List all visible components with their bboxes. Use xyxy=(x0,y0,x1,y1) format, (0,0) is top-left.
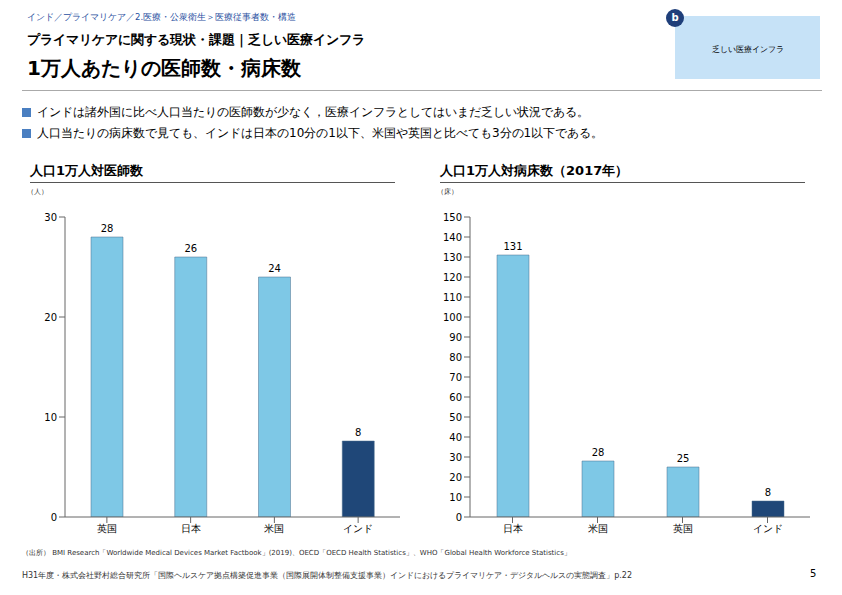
svg-text:20: 20 xyxy=(44,312,57,323)
svg-text:70: 70 xyxy=(449,372,462,383)
svg-text:30: 30 xyxy=(449,452,462,463)
html-text:人口当たりの病床数で見ても、インドは日本の10分の1以下、米: 人口当たりの病床数で見ても、インドは日本の10分の1以下、米国や英国と比べても3… xyxy=(37,126,604,140)
html-text:（出所） BMI Research「Worldwide Me: （出所） BMI Research「Worldwide Medical Devi… xyxy=(22,549,571,557)
svg-text:90: 90 xyxy=(449,332,462,343)
svg-text:60: 60 xyxy=(449,392,462,403)
html-text:人口1万人対病床数（2017年）: 人口1万人対病床数（2017年） xyxy=(440,163,629,178)
svg-text:100: 100 xyxy=(443,312,462,323)
svg-text:24: 24 xyxy=(268,263,281,274)
svg-text:25: 25 xyxy=(677,453,690,464)
svg-text:28: 28 xyxy=(592,447,605,458)
svg-text:26: 26 xyxy=(184,243,197,254)
svg-text:131: 131 xyxy=(503,241,522,252)
html-text:H31年度・株式会社野村総合研究所「国際ヘルスケア拠点構築促: H31年度・株式会社野村総合研究所「国際ヘルスケア拠点構築促進事業（国際展開体制… xyxy=(22,571,632,580)
svg-text:米国: 米国 xyxy=(264,523,284,534)
html-text:（床）: （床） xyxy=(437,188,458,196)
svg-text:40: 40 xyxy=(449,432,462,443)
svg-text:140: 140 xyxy=(443,232,462,243)
svg-text:20: 20 xyxy=(449,472,462,483)
html-text:乏しい医療インフラ: 乏しい医療インフラ xyxy=(711,45,784,54)
svg-text:28: 28 xyxy=(101,223,114,234)
svg-text:110: 110 xyxy=(443,292,462,303)
svg-text:8: 8 xyxy=(765,487,771,498)
svg-text:インド: インド xyxy=(753,523,783,534)
html-text:1万人あたりの医師数・病床数: 1万人あたりの医師数・病床数 xyxy=(27,56,301,80)
html-text:インド／プライマリケア／2.医療・公衆衛生＞医療従事者数・構: インド／プライマリケア／2.医療・公衆衛生＞医療従事者数・構造 xyxy=(27,12,297,22)
svg-text:10: 10 xyxy=(449,492,462,503)
svg-text:日本: 日本 xyxy=(503,523,523,534)
svg-text:30: 30 xyxy=(44,212,57,223)
svg-text:英国: 英国 xyxy=(97,523,117,534)
html-text:b: b xyxy=(671,12,679,23)
svg-text:米国: 米国 xyxy=(588,523,608,534)
html-text:人口1万人対医師数: 人口1万人対医師数 xyxy=(30,163,143,178)
svg-text:インド: インド xyxy=(343,523,373,534)
svg-text:0: 0 xyxy=(456,512,462,523)
svg-text:120: 120 xyxy=(443,272,462,283)
svg-text:130: 130 xyxy=(443,252,462,263)
svg-text:50: 50 xyxy=(449,412,462,423)
svg-text:英国: 英国 xyxy=(673,523,693,534)
svg-text:0: 0 xyxy=(51,512,57,523)
html-text:5: 5 xyxy=(810,568,817,579)
svg-text:8: 8 xyxy=(355,427,361,438)
html-text:（人）: （人） xyxy=(27,188,48,196)
svg-text:150: 150 xyxy=(443,212,462,223)
svg-text:日本: 日本 xyxy=(181,523,201,534)
html-text:インドは諸外国に比べ人口当たりの医師数が少なく，医療インフラ: インドは諸外国に比べ人口当たりの医師数が少なく，医療インフラとしてはいまだ乏しい… xyxy=(37,105,589,119)
html-text:プライマリケアに関する現状・課題｜乏しい医療インフラ: プライマリケアに関する現状・課題｜乏しい医療インフラ xyxy=(27,32,365,47)
svg-text:80: 80 xyxy=(449,352,462,363)
svg-text:10: 10 xyxy=(44,412,57,423)
